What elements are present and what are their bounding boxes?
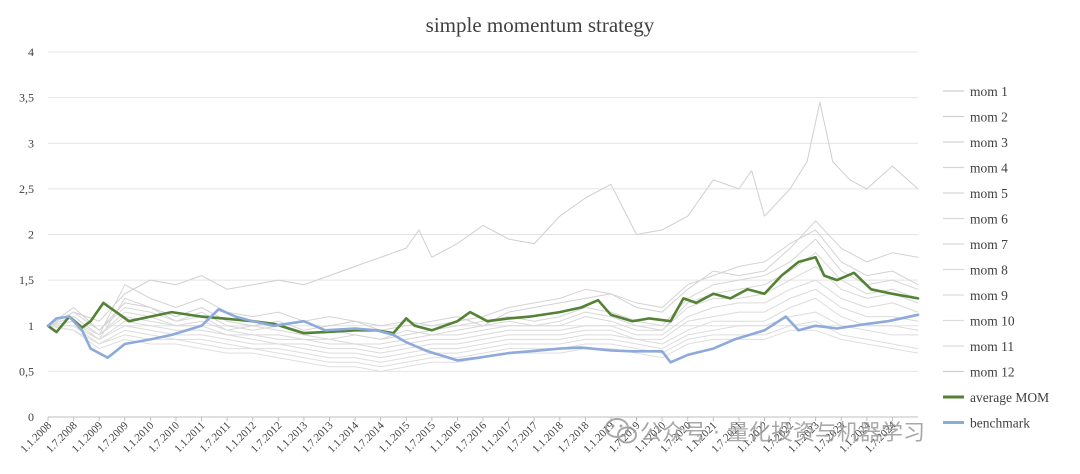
- y-tick-label: 2: [28, 228, 34, 242]
- series-line-9: [47, 297, 919, 359]
- legend-label: mom 11: [970, 339, 1014, 354]
- y-tick-label: 3: [28, 136, 34, 150]
- legend: mom 1 mom 2 mom 3 mom 4 mom 5 mom 6 mom 7 mom 8…: [943, 84, 1049, 431]
- watermark: 公众号 · 量化投资与机器学习: [605, 418, 925, 446]
- y-tick-label: 3,5: [19, 91, 34, 105]
- legend-label: mom 12: [970, 365, 1015, 380]
- legend-label: average MOM: [970, 390, 1049, 405]
- series-line-3: [47, 229, 919, 336]
- y-axis-ticks: 0 0,5 1 1,5 2 2,5 3 3,5 4: [19, 45, 34, 424]
- legend-label: mom 10: [970, 314, 1015, 329]
- legend-label: mom 6: [970, 212, 1008, 227]
- y-tick-label: 4: [28, 45, 34, 59]
- series-line-13: [46, 255, 920, 335]
- legend-label: mom 1: [970, 84, 1008, 99]
- series-line-8: [47, 288, 919, 354]
- watermark-text: 公众号 · 量化投资与机器学习: [640, 421, 925, 446]
- gridlines: [48, 51, 918, 418]
- series-line-10: [47, 311, 919, 363]
- legend-label: mom 5: [970, 186, 1008, 201]
- y-tick-label: 2,5: [19, 182, 34, 196]
- legend-label: benchmark: [970, 416, 1030, 431]
- series-lines: [46, 101, 920, 372]
- y-tick-label: 1: [28, 319, 34, 333]
- series-line-7: [47, 279, 919, 350]
- wechat-logo-icon: [605, 418, 637, 444]
- legend-label: mom 9: [970, 288, 1008, 303]
- legend-label: mom 3: [970, 135, 1008, 150]
- series-line-14: [46, 307, 920, 364]
- legend-label: mom 4: [970, 161, 1008, 176]
- legend-label: mom 7: [970, 237, 1008, 252]
- y-tick-label: 0: [28, 410, 34, 424]
- series-line-1: [47, 101, 919, 327]
- series-line-11: [47, 320, 919, 368]
- y-tick-label: 0,5: [19, 364, 34, 378]
- series-line-5: [47, 252, 919, 340]
- legend-label: mom 8: [970, 263, 1008, 278]
- series-line-4: [47, 238, 919, 340]
- y-tick-label: 1,5: [19, 273, 34, 287]
- legend-label: mom 2: [970, 110, 1008, 125]
- series-line-6: [47, 265, 919, 345]
- chart-title: simple momentum strategy: [426, 13, 655, 37]
